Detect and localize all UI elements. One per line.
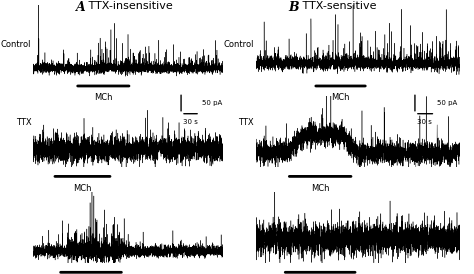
Text: TTX: TTX [16,118,31,127]
Text: 30 s: 30 s [417,119,432,125]
Text: A: A [75,1,85,14]
Text: Control: Control [1,40,31,49]
Text: MCh: MCh [94,93,113,102]
Text: MCh: MCh [73,184,92,193]
Text: 30 s: 30 s [183,119,198,125]
Text: B: B [288,1,299,14]
Text: TTX: TTX [238,118,254,127]
Text: MCh: MCh [331,93,350,102]
Text: TTX-insensitive: TTX-insensitive [85,1,173,11]
Text: Control: Control [223,40,254,49]
Text: TTX-sensitive: TTX-sensitive [299,1,376,11]
Text: 50 pA: 50 pA [202,100,222,106]
Text: MCh: MCh [311,184,329,193]
Text: 50 pA: 50 pA [438,100,457,106]
